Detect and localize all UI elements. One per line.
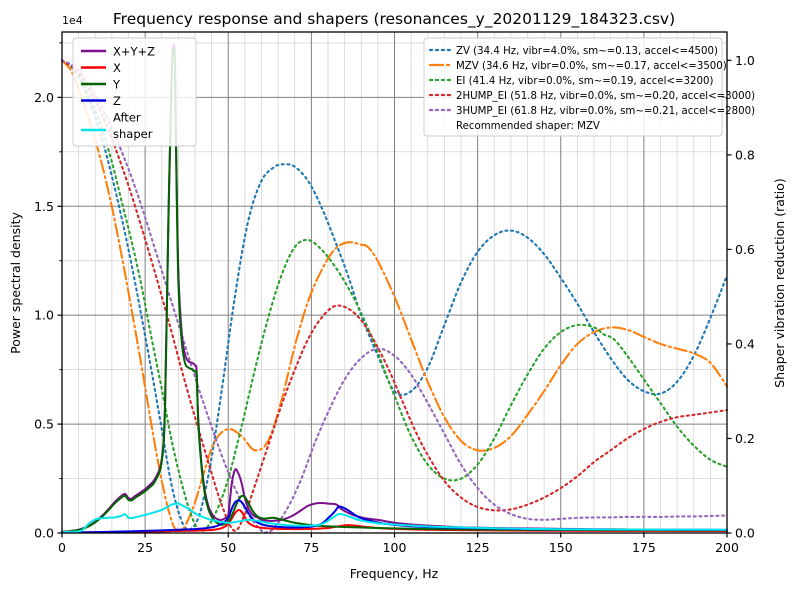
shaper-curve-ei xyxy=(60,59,729,533)
shaper-curves-group xyxy=(60,59,729,534)
y-left-tick-label: 2.0 xyxy=(34,90,54,105)
y-right-tick-label: 0.8 xyxy=(735,147,755,162)
x-tick-label: 175 xyxy=(632,540,656,555)
recommended-shaper-note: Recommended shaper: MZV xyxy=(456,121,600,132)
y-right-tick-label: 0.2 xyxy=(735,431,755,446)
shaper-curve-zv xyxy=(60,59,729,531)
shaper-curve-2hump-ei xyxy=(60,59,729,532)
x-tick-label: 25 xyxy=(137,540,153,555)
y-axis-left-ticks: 0.0 0.5 1.0 1.5 2.0 xyxy=(34,42,62,541)
legend-right-box xyxy=(423,37,723,137)
x-tick-label: 125 xyxy=(466,540,490,555)
shaper-curve-mzv xyxy=(60,59,729,532)
legend-left-item-x-y-z[interactable]: X+Y+Z xyxy=(81,45,155,59)
y-right-tick-label: 0.6 xyxy=(735,242,755,257)
legend-left-item-x[interactable]: X xyxy=(81,61,121,75)
legend-right-item-zv[interactable]: ZV (34.4 Hz, vibr=4.0%, sm~=0.13, accel<… xyxy=(428,46,718,57)
y-axis-right-label: Shaper vibration reduction (ratio) xyxy=(772,178,787,388)
legend-left-label: Y xyxy=(112,78,121,92)
x-tick-label: 75 xyxy=(303,540,319,555)
legend-left-item-z[interactable]: Z xyxy=(81,94,121,108)
y-left-tick-label: 0.0 xyxy=(34,526,54,541)
x-axis-label: Frequency, Hz xyxy=(350,566,439,581)
y-axis-left-label: Power spectral density xyxy=(8,212,23,354)
y-right-tick-label: 0.4 xyxy=(735,336,755,351)
legend-left-item-after-shaper[interactable]: After shaper xyxy=(81,111,153,142)
legend-right-label: MZV (34.6 Hz, vibr=0.0%, sm~=0.17, accel… xyxy=(456,61,727,72)
legend-left[interactable]: X+Y+Z XYZ After shaper xyxy=(72,37,197,147)
x-tick-label: 50 xyxy=(220,540,236,555)
legend-left-label: X xyxy=(113,61,121,75)
y-left-tick-label: 1.0 xyxy=(34,308,54,323)
legend-right-item-ei[interactable]: EI (41.4 Hz, vibr=0.0%, sm~=0.19, accel<… xyxy=(428,76,713,87)
legend-left-label: X+Y+Z xyxy=(113,45,155,59)
legend-right-label: ZV (34.4 Hz, vibr=4.0%, sm~=0.13, accel<… xyxy=(456,46,718,57)
y-right-tick-label: 1.0 xyxy=(735,53,755,68)
legend-right-label: EI (41.4 Hz, vibr=0.0%, sm~=0.19, accel<… xyxy=(456,76,713,87)
psd-curves-group xyxy=(61,43,728,534)
x-tick-label: 200 xyxy=(715,540,739,555)
y-left-tick-label: 1.5 xyxy=(34,199,54,214)
y-left-tick-label: 0.5 xyxy=(34,417,54,432)
legend-right-item-3hump-ei[interactable]: 3HUMP_EI (61.8 Hz, vibr=0.0%, sm~=0.21, … xyxy=(428,106,755,117)
legend-right-label: 2HUMP_EI (51.8 Hz, vibr=0.0%, sm~=0.20, … xyxy=(456,91,755,102)
legend-left-label-cont: shaper xyxy=(113,127,153,141)
legend-right-item-2hump-ei[interactable]: 2HUMP_EI (51.8 Hz, vibr=0.0%, sm~=0.20, … xyxy=(428,91,755,102)
legend-right-label: 3HUMP_EI (61.8 Hz, vibr=0.0%, sm~=0.21, … xyxy=(456,106,755,117)
legend-left-label: After xyxy=(113,111,141,125)
legend-left-box xyxy=(72,37,197,147)
legend-right-item-mzv[interactable]: MZV (34.6 Hz, vibr=0.0%, sm~=0.17, accel… xyxy=(428,61,727,72)
psd-curve-after-shaper xyxy=(61,502,728,534)
x-tick-label: 0 xyxy=(58,540,66,555)
x-tick-label: 100 xyxy=(383,540,407,555)
legend-right[interactable]: ZV (34.4 Hz, vibr=4.0%, sm~=0.13, accel<… xyxy=(423,37,755,137)
legend-left-item-y[interactable]: Y xyxy=(81,78,121,92)
psd-curve-y xyxy=(61,48,728,533)
chart-title: Frequency response and shapers (resonanc… xyxy=(113,10,675,29)
y-axis-offset-label: 1e4 xyxy=(62,14,83,27)
y-axis-right-ticks: 0.0 0.2 0.4 0.6 0.8 1.0 xyxy=(727,53,755,541)
x-axis-ticks: 0 25 50 75 100 125 150 175 200 xyxy=(58,533,739,555)
legend-left-label: Z xyxy=(113,94,121,108)
shaper-curve-3hump-ei xyxy=(60,59,729,534)
y-right-tick-label: 0.0 xyxy=(735,526,755,541)
x-tick-label: 150 xyxy=(549,540,573,555)
